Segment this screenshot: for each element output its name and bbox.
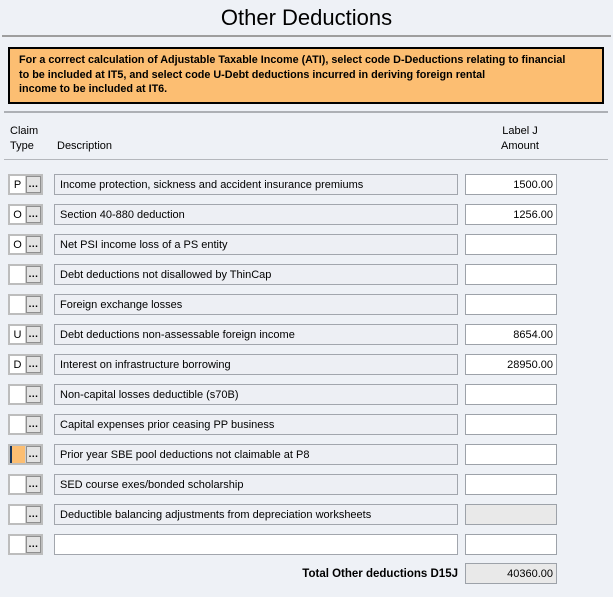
claim-type-input[interactable]: P [10,176,26,193]
claim-type-picker-button[interactable]: ... [26,236,41,253]
description-field: Debt deductions not disallowed by ThinCa… [54,264,458,285]
claim-type-picker-button[interactable]: ... [26,206,41,223]
claim-type-input[interactable] [10,296,26,313]
divider-under-headers [4,159,608,160]
amount-input[interactable] [465,294,557,315]
description-field: Debt deductions non-assessable foreign i… [54,324,458,345]
claim-type-field[interactable]: U... [8,324,43,345]
amount-input [465,504,557,525]
claim-type-input[interactable]: D [10,356,26,373]
amount-input[interactable] [465,234,557,255]
claim-type-input[interactable] [10,386,26,403]
description-field: SED course exes/bonded scholarship [54,474,458,495]
claim-type-picker-button[interactable]: ... [26,446,41,463]
description-field: Capital expenses prior ceasing PP busine… [54,414,458,435]
claim-type-picker-button[interactable]: ... [26,266,41,283]
claim-type-field[interactable]: ... [8,264,43,285]
claim-type-field[interactable]: ... [8,444,43,465]
description-field: Deductible balancing adjustments from de… [54,504,458,525]
claim-type-picker-button[interactable]: ... [26,296,41,313]
amount-input[interactable] [465,474,557,495]
claim-type-input[interactable] [10,476,26,493]
banner-text-line: For a correct calculation of Adjustable … [19,54,566,66]
total-amount-field: 40360.00 [465,563,557,584]
claim-type-picker-button[interactable]: ... [26,536,41,553]
amount-input[interactable] [465,354,557,375]
description-field: Interest on infrastructure borrowing [54,354,458,375]
divider-top [2,35,611,37]
total-label: Total Other deductions D15J [302,567,458,580]
claim-type-input[interactable] [10,266,26,283]
claim-type-picker-button[interactable]: ... [26,506,41,523]
claim-type-field[interactable]: P... [8,174,43,195]
claim-type-field[interactable]: ... [8,534,43,555]
amount-input[interactable] [465,414,557,435]
column-header-claim-type: Claim Type [10,125,39,152]
claim-type-picker-button[interactable]: ... [26,326,41,343]
claim-type-input[interactable] [10,446,26,463]
banner-text-line: income to be included at IT6. [19,83,168,95]
amount-input[interactable] [465,324,557,345]
claim-type-input[interactable] [10,536,26,553]
description-field: Non-capital losses deductible (s70B) [54,384,458,405]
description-field: Section 40-880 deduction [54,204,458,225]
claim-type-input[interactable]: O [10,206,26,223]
description-field: Foreign exchange losses [54,294,458,315]
banner-text-line: to be included at IT5, and select code U… [19,68,486,81]
claim-type-field[interactable]: ... [8,414,43,435]
description-field: Income protection, sickness and accident… [54,174,458,195]
amount-input[interactable] [465,174,557,195]
column-header-label-j-amount: Label J Amount [501,125,539,152]
description-field[interactable] [54,534,458,555]
amount-input[interactable] [465,384,557,405]
claim-type-picker-button[interactable]: ... [26,476,41,493]
claim-type-picker-button[interactable]: ... [26,386,41,403]
claim-type-field[interactable]: ... [8,474,43,495]
claim-type-input[interactable]: U [10,326,26,343]
claim-type-field[interactable]: ... [8,384,43,405]
claim-type-field[interactable]: ... [8,504,43,525]
amount-input[interactable] [465,444,557,465]
claim-type-input[interactable]: O [10,236,26,253]
claim-type-field[interactable]: O... [8,204,43,225]
divider-under-banner [4,111,608,113]
description-field: Net PSI income loss of a PS entity [54,234,458,255]
claim-type-field[interactable]: D... [8,354,43,375]
column-header-description: Description [57,140,113,152]
claim-type-input[interactable] [10,416,26,433]
claim-type-picker-button[interactable]: ... [26,356,41,373]
claim-type-picker-button[interactable]: ... [26,416,41,433]
claim-type-field[interactable]: O... [8,234,43,255]
claim-type-input[interactable] [10,506,26,523]
claim-type-field[interactable]: ... [8,294,43,315]
amount-input[interactable] [465,534,557,555]
amount-input[interactable] [465,264,557,285]
ati-instruction-banner: For a correct calculation of Adjustable … [8,47,604,104]
description-field: Prior year SBE pool deductions not claim… [54,444,458,465]
page-title: Other Deductions [220,5,393,30]
claim-type-picker-button[interactable]: ... [26,176,41,193]
amount-input[interactable] [465,204,557,225]
